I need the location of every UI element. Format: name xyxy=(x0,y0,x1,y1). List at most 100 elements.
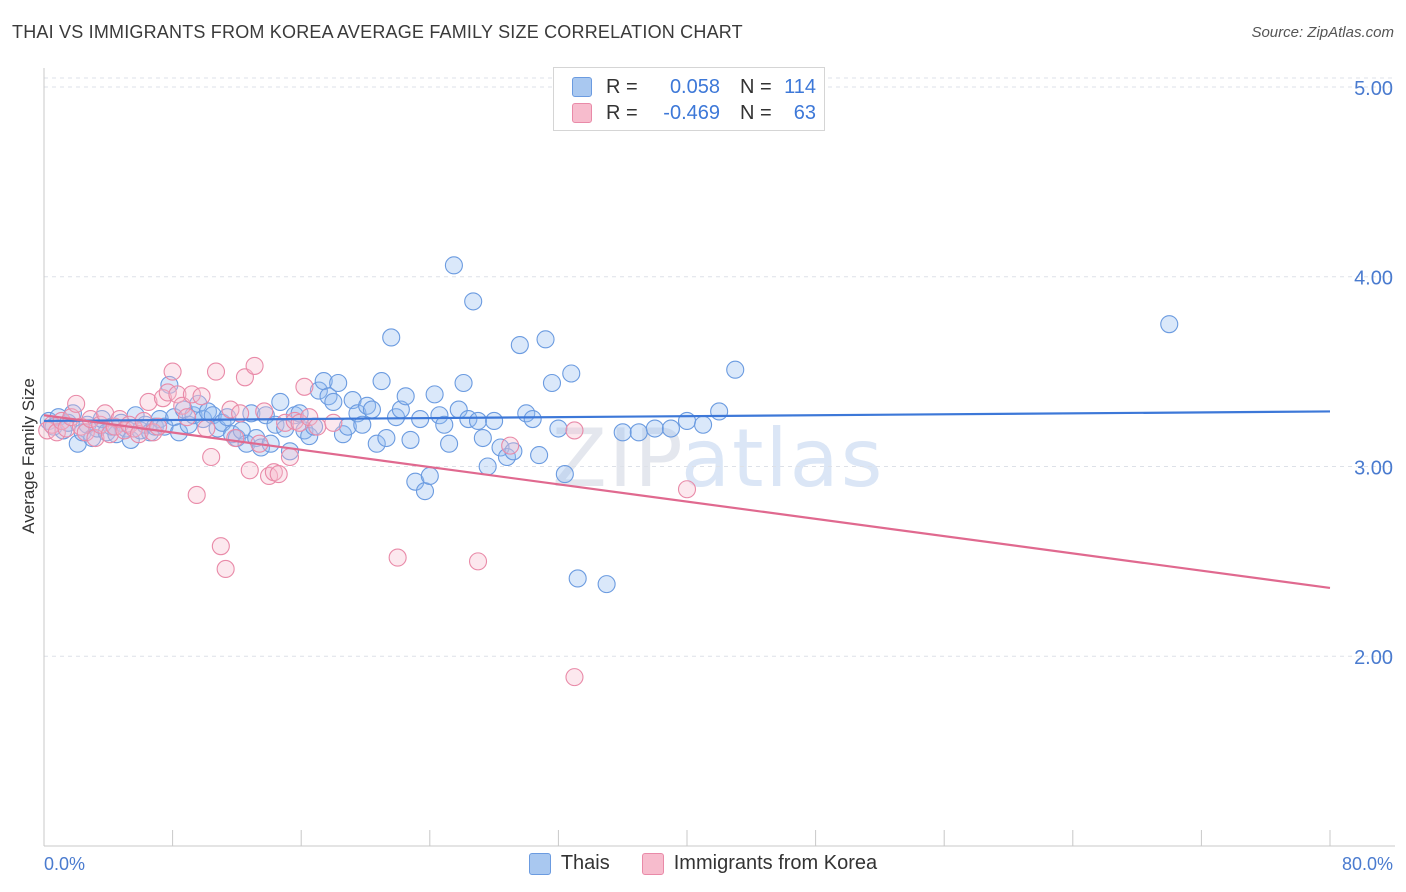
x-tick-label: 80.0% xyxy=(1342,854,1393,874)
point-korea xyxy=(221,400,240,419)
point-korea xyxy=(178,408,197,427)
point-korea xyxy=(295,377,314,396)
legend-row-thais: R = 0.058 N = 114 xyxy=(572,75,816,99)
korea-swatch xyxy=(641,852,664,875)
korea-label: Immigrants from Korea xyxy=(673,852,878,874)
point-thais xyxy=(425,385,444,404)
y-axis-title: Average Family Size xyxy=(19,378,38,534)
point-thais xyxy=(430,406,449,425)
y-tick-label: 3.00 xyxy=(1354,457,1393,479)
point-thais xyxy=(1160,315,1179,334)
source-label: Source: ZipAtlas.com xyxy=(1251,24,1394,41)
point-thais xyxy=(536,330,555,349)
point-korea xyxy=(139,392,158,412)
point-korea xyxy=(501,436,520,455)
point-korea xyxy=(47,423,66,442)
point-thais xyxy=(629,423,648,442)
point-korea xyxy=(192,387,211,406)
point-korea xyxy=(308,417,327,436)
point-thais xyxy=(510,335,529,355)
point-thais xyxy=(530,446,549,465)
point-thais xyxy=(504,442,523,461)
y-tick-label: 5.00 xyxy=(1354,78,1393,100)
point-korea xyxy=(468,552,488,571)
point-korea xyxy=(280,447,299,467)
point-korea xyxy=(269,465,288,484)
point-korea xyxy=(324,413,343,432)
point-thais xyxy=(549,419,568,438)
x-tick-label: 0.0% xyxy=(44,854,85,874)
point-korea xyxy=(255,402,274,421)
legend-row-korea: R = -0.469 N = 63 xyxy=(572,101,816,125)
point-thais xyxy=(645,419,664,438)
point-korea xyxy=(565,668,584,687)
point-korea xyxy=(206,362,226,381)
point-thais xyxy=(420,466,439,486)
point-korea xyxy=(168,385,187,404)
point-thais xyxy=(309,381,328,400)
point-korea xyxy=(86,428,105,448)
point-korea xyxy=(226,428,245,448)
point-thais xyxy=(661,419,680,438)
y-tick-label: 2.00 xyxy=(1354,647,1393,669)
trend-lines xyxy=(43,410,1331,590)
point-korea xyxy=(211,537,230,556)
point-korea xyxy=(71,417,91,436)
point-thais xyxy=(372,372,391,391)
legend-n-value: 63 xyxy=(793,101,816,124)
point-thais xyxy=(726,360,745,379)
point-thais xyxy=(613,423,632,442)
chart-title: THAI VS IMMIGRANTS FROM KOREA AVERAGE FA… xyxy=(12,22,743,42)
legend-r-value: 0.058 xyxy=(669,75,720,98)
legend-n-label: N = xyxy=(740,101,772,124)
legend-item-thais[interactable]: Thais xyxy=(528,852,610,875)
correlation-legend: R = 0.058 N = 114 R = -0.469 N = 63 xyxy=(553,67,825,131)
point-thais xyxy=(542,373,562,393)
legend-swatch-korea xyxy=(572,103,592,123)
point-thais xyxy=(367,434,386,453)
legend-r-label: R = xyxy=(606,75,638,98)
point-thais xyxy=(597,575,616,594)
point-thais xyxy=(468,411,488,430)
point-thais xyxy=(710,402,729,421)
point-korea xyxy=(197,419,216,438)
point-thais xyxy=(329,373,348,393)
point-korea xyxy=(187,485,206,505)
thais-swatch xyxy=(528,852,551,875)
point-thais xyxy=(415,482,435,501)
point-korea xyxy=(245,356,264,375)
point-thais xyxy=(454,373,473,393)
point-thais xyxy=(464,292,483,311)
point-korea xyxy=(129,425,148,444)
legend-n-value: 114 xyxy=(784,75,816,98)
data-points xyxy=(38,256,1179,687)
legend-r-label: R = xyxy=(606,101,638,124)
watermark-atlas: atlas xyxy=(681,412,885,505)
point-thais xyxy=(382,328,401,347)
point-thais xyxy=(401,430,420,449)
point-korea xyxy=(202,447,221,467)
point-thais xyxy=(396,387,415,406)
point-korea xyxy=(153,389,173,408)
point-korea xyxy=(240,461,259,480)
y-tick-label: 4.00 xyxy=(1354,268,1393,290)
point-korea xyxy=(216,559,235,579)
point-thais xyxy=(271,392,290,412)
point-thais xyxy=(562,364,581,383)
legend-item-korea[interactable]: Immigrants from Korea xyxy=(641,852,878,875)
point-korea xyxy=(110,409,129,429)
point-thais xyxy=(677,411,697,430)
axis-labels: 2.00 3.00 4.00 5.00 0.0% 80.0% Average Family … xyxy=(19,78,1393,874)
legend-r-value: -0.469 xyxy=(663,101,720,124)
point-thais xyxy=(362,400,381,419)
point-thais xyxy=(473,428,492,448)
point-thais xyxy=(319,387,338,406)
point-thais xyxy=(478,457,497,476)
point-thais xyxy=(324,392,343,412)
point-korea xyxy=(231,404,250,423)
point-thais xyxy=(555,465,574,484)
thais-label: Thais xyxy=(560,852,610,874)
point-thais xyxy=(444,256,463,275)
point-korea xyxy=(163,362,182,381)
point-thais xyxy=(694,415,713,434)
